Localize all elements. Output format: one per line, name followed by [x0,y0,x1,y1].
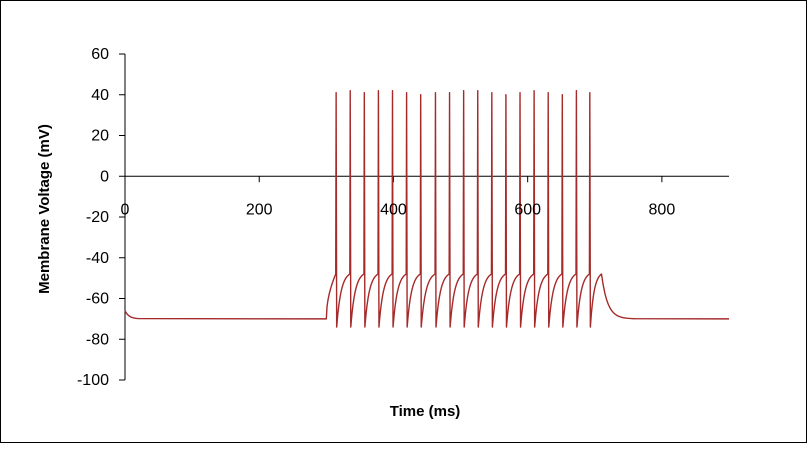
y-tick-label: -100 [77,372,109,389]
y-tick-label: 0 [100,168,109,185]
y-axis-title: Membrane Voltage (mV) [36,124,53,294]
y-tick-label: -60 [86,291,109,308]
x-tick-label: 0 [121,201,130,218]
voltage-trace-line [124,89,730,328]
x-tick-label: 200 [246,201,273,218]
axes-layer [119,53,729,381]
y-tick-label: 20 [91,128,109,145]
y-tick-label: -40 [86,250,109,267]
y-tick-label: 40 [91,87,109,104]
x-tick-label: 400 [380,201,407,218]
y-tick-label: -80 [86,331,109,348]
series-layer [124,89,730,328]
x-axis-title: Time (ms) [390,403,461,420]
y-tick-label: 60 [91,46,109,63]
x-tick-label: 800 [649,201,676,218]
x-tick-label: 600 [514,201,541,218]
y-tick-label: -20 [86,209,109,226]
